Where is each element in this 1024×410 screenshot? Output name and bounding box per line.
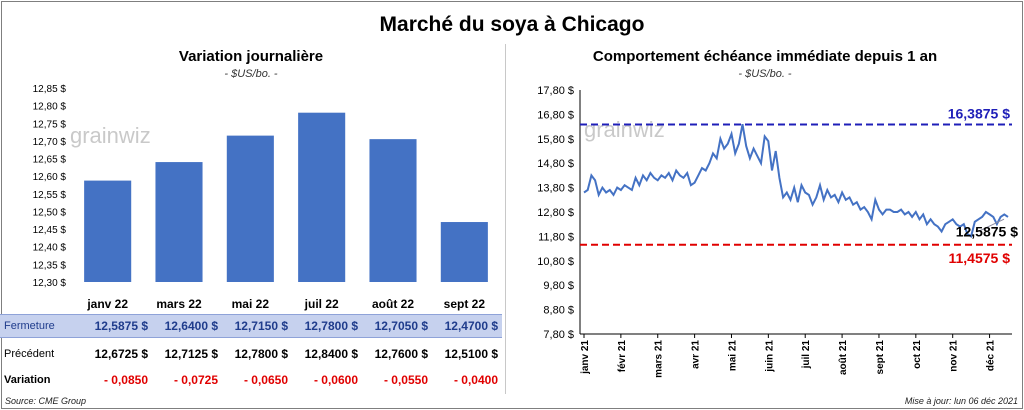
bar <box>369 139 417 282</box>
panel-divider <box>505 44 506 394</box>
left-chart-unit: - $US/bo. - <box>224 68 278 80</box>
y-tick-label: 9,80 $ <box>543 280 574 292</box>
table-cell: 12,6400 $ <box>164 319 218 333</box>
y-tick-label: 10,80 $ <box>537 256 574 268</box>
last-value-leader <box>977 218 1005 232</box>
daily-variation-bar-chart: 12,30 $ 12,35 $ 12,40 $ 12,45 $ 12,50 $ 12,55… <box>33 84 488 311</box>
x-tick-label: déc 21 <box>986 340 997 372</box>
bar <box>298 112 346 282</box>
y-tick-label: 13,80 $ <box>537 183 574 195</box>
bar <box>84 180 132 282</box>
left-chart-title: Variation journalière <box>178 48 324 65</box>
bar <box>440 222 488 282</box>
table-cell: - 0,0400 <box>453 373 498 387</box>
table-cell: 12,7125 $ <box>164 347 218 361</box>
y-tick-label: 15,80 $ <box>537 134 574 146</box>
y-tick-label: 12,35 $ <box>33 260 67 271</box>
table-cell: 12,7150 $ <box>234 319 288 333</box>
x-tick-label: juil 22 <box>304 297 339 311</box>
bar <box>226 135 274 282</box>
y-tick-label: 7,80 $ <box>543 329 574 341</box>
x-tick-label: mai 21 <box>727 340 738 372</box>
table-cell: 12,7800 $ <box>304 319 358 333</box>
source-note: Source: CME Group <box>5 396 87 406</box>
x-tick-label: sept 21 <box>875 340 886 375</box>
x-tick-label: août 21 <box>838 340 849 375</box>
table-cell: - 0,0850 <box>103 373 148 387</box>
y-tick-label: 12,40 $ <box>33 243 67 254</box>
watermark-logo: grainwiz <box>70 123 151 148</box>
x-tick-label: sept 22 <box>444 297 486 311</box>
y-tick-label: 16,80 $ <box>537 109 574 121</box>
last-value-label: 12,5875 $ <box>956 223 1018 239</box>
watermark-logo: grainwiz <box>584 117 665 142</box>
y-tick-label: 14,80 $ <box>537 158 574 170</box>
table-cell: - 0,0725 <box>173 373 218 387</box>
y-tick-label: 17,80 $ <box>537 85 574 97</box>
table-cell: 12,5100 $ <box>444 347 498 361</box>
table-cell: - 0,0600 <box>313 373 358 387</box>
table-cell: 12,7600 $ <box>374 347 428 361</box>
y-tick-label: 8,80 $ <box>543 305 574 317</box>
x-tick-label: janv 21 <box>580 340 591 375</box>
high-label: 16,3875 $ <box>948 105 1010 121</box>
y-tick-label: 12,80 $ <box>537 207 574 219</box>
x-tick-label: mars 21 <box>654 340 665 378</box>
x-tick-label: nov 21 <box>949 340 960 372</box>
y-tick-label: 12,85 $ <box>33 84 67 95</box>
table-cell: 12,5875 $ <box>94 319 148 333</box>
y-tick-label: 11,80 $ <box>538 231 574 243</box>
x-tick-label: août 22 <box>372 297 414 311</box>
y-tick-label: 12,55 $ <box>33 190 67 201</box>
x-tick-label: mai 22 <box>232 297 270 311</box>
x-tick-label: janv 22 <box>86 297 128 311</box>
y-tick-label: 12,75 $ <box>33 119 67 130</box>
price-series-line <box>583 124 1009 238</box>
table-cell: - 0,0550 <box>383 373 428 387</box>
y-tick-label: 12,80 $ <box>33 102 67 113</box>
x-tick-label: févr 21 <box>617 340 628 373</box>
table-cell: 12,4700 $ <box>444 319 498 333</box>
x-tick-label: juil 21 <box>801 340 812 370</box>
bar <box>155 162 203 282</box>
x-tick-label: mars 22 <box>156 297 202 311</box>
low-label: 11,4575 $ <box>948 250 1010 266</box>
table-cell: 12,7800 $ <box>234 347 288 361</box>
x-tick-label: avr 21 <box>691 340 702 369</box>
table-cell: - 0,0650 <box>243 373 288 387</box>
one-year-line-chart: 7,80 $ 8,80 $ 9,80 $ 10,80 $ 11,80 $ 12,80 $ 1… <box>537 85 1018 378</box>
y-tick-label: 12,50 $ <box>33 207 67 218</box>
y-tick-label: 12,45 $ <box>33 225 67 236</box>
row-label: Variation <box>4 374 51 386</box>
row-label: Fermeture <box>4 320 55 332</box>
right-chart-title: Comportement échéance immédiate depuis 1… <box>592 48 938 65</box>
x-tick-label: oct 21 <box>912 340 923 369</box>
y-tick-label: 12,65 $ <box>33 155 67 166</box>
y-tick-label: 12,70 $ <box>33 137 67 148</box>
page-title: Marché du soya à Chicago <box>379 13 645 36</box>
y-tick-label: 12,60 $ <box>33 172 67 183</box>
table-cell: 12,8400 $ <box>304 347 358 361</box>
table-row-variation: Variation - 0,0850 - 0,0725 - 0,0650 - 0… <box>0 368 502 392</box>
row-label: Précédent <box>4 348 55 360</box>
table-row-previous: Précédent 12,6725 $ 12,7125 $ 12,7800 $ … <box>0 342 502 366</box>
y-tick-label: 12,30 $ <box>33 278 67 289</box>
table-row-close: Fermeture 12,5875 $ 12,6400 $ 12,7150 $ … <box>0 314 502 338</box>
x-tick-label: juin 21 <box>764 340 775 373</box>
table-cell: 12,6725 $ <box>94 347 148 361</box>
update-note: Mise à jour: lun 06 déc 2021 <box>904 396 1018 406</box>
right-chart-unit: - $US/bo. - <box>738 68 792 80</box>
table-cell: 12,7050 $ <box>374 319 428 333</box>
